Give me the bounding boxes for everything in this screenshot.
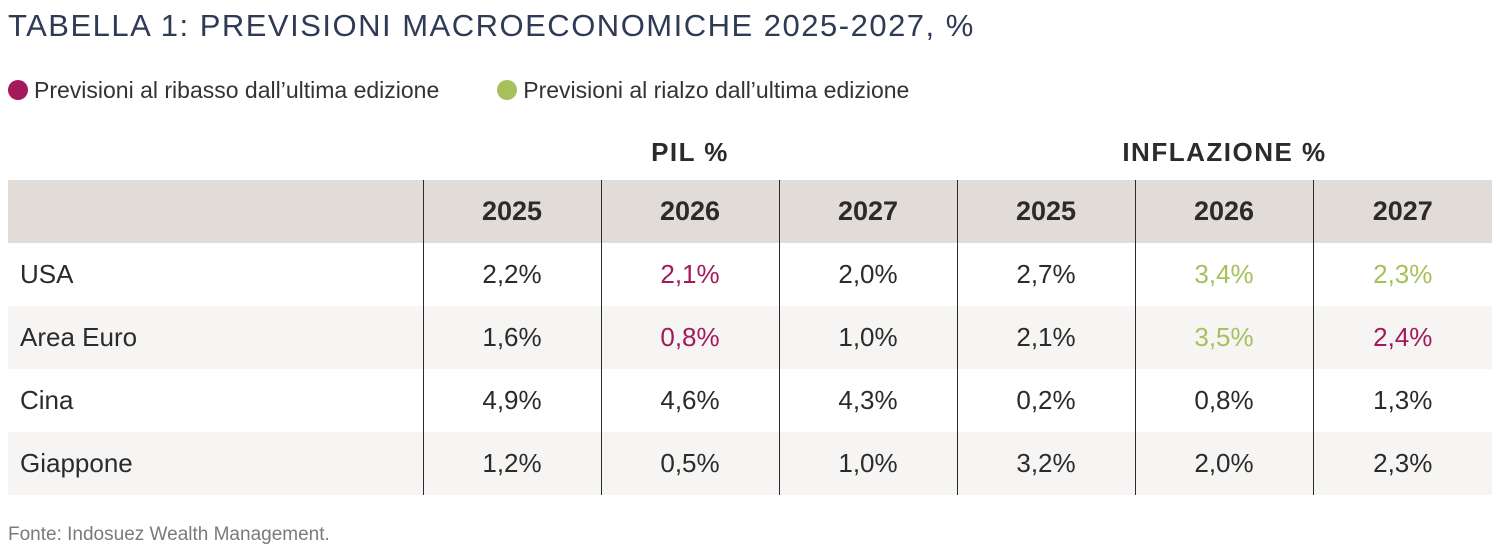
value-cell: 4,6% <box>600 369 779 432</box>
down-dot-icon <box>8 80 28 100</box>
legend-up-label: Previsioni al rialzo dall’ultima edizion… <box>523 76 910 103</box>
value-cell: 3,4% <box>1134 243 1313 306</box>
value-cell: 2,0% <box>1134 432 1313 495</box>
legend: Previsioni al ribasso dall’ultima edizio… <box>8 76 967 104</box>
table-row: Area Euro 1,6% 0,8% 1,0% 2,1% 3,5% 2,4% <box>8 306 1492 369</box>
country-label: Giappone <box>20 448 133 478</box>
value-cell: 2,2% <box>422 243 601 306</box>
value-cell: 2,4% <box>1312 306 1492 369</box>
value-cell: 2,0% <box>778 243 957 306</box>
year-header: 2025 <box>956 180 1135 243</box>
header-row: 2025 2026 2027 2025 2026 2027 <box>8 180 1492 243</box>
value-cell: 1,3% <box>1312 369 1492 432</box>
value-cell: 0,8% <box>1134 369 1313 432</box>
value-cell: 3,5% <box>1134 306 1313 369</box>
value-cell: 2,7% <box>956 243 1135 306</box>
legend-down-label: Previsioni al ribasso dall’ultima edizio… <box>34 76 440 103</box>
table-row: Cina 4,9% 4,6% 4,3% 0,2% 0,8% 1,3% <box>8 369 1492 432</box>
forecast-table: 2025 2026 2027 2025 2026 2027 USA 2,2% 2… <box>8 180 1492 495</box>
year-header: 2025 <box>422 180 601 243</box>
header-corner <box>8 180 423 243</box>
value-cell: 1,2% <box>422 432 601 495</box>
legend-item-down: Previsioni al ribasso dall’ultima edizio… <box>8 77 439 104</box>
year-header: 2027 <box>1312 180 1492 243</box>
value-cell: 4,3% <box>778 369 957 432</box>
table-row: USA 2,2% 2,1% 2,0% 2,7% 3,4% 2,3% <box>8 243 1492 306</box>
year-header: 2026 <box>600 180 779 243</box>
value-cell: 0,5% <box>600 432 779 495</box>
value-cell: 0,8% <box>600 306 779 369</box>
legend-item-up: Previsioni al rialzo dall’ultima edizion… <box>497 77 909 104</box>
value-cell: 2,1% <box>956 306 1135 369</box>
group-header-pil: PIL % <box>651 137 729 167</box>
country-label: Cina <box>20 385 74 415</box>
value-cell: 3,2% <box>956 432 1135 495</box>
year-header: 2027 <box>778 180 957 243</box>
value-cell: 1,0% <box>778 432 957 495</box>
value-cell: 2,3% <box>1312 432 1492 495</box>
value-cell: 2,1% <box>600 243 779 306</box>
country-label: Area Euro <box>20 322 138 352</box>
value-cell: 1,6% <box>422 306 601 369</box>
source-note: Fonte: Indosuez Wealth Management. <box>8 524 330 545</box>
value-cell: 4,9% <box>422 369 601 432</box>
value-cell: 1,0% <box>778 306 957 369</box>
table-title: TABELLA 1: PREVISIONI MACROECONOMICHE 20… <box>8 8 975 43</box>
group-header-inflazione: INFLAZIONE % <box>1122 137 1327 167</box>
up-dot-icon <box>497 80 518 100</box>
year-header: 2026 <box>1134 180 1313 243</box>
value-cell: 2,3% <box>1312 243 1492 306</box>
country-label: USA <box>20 259 74 289</box>
table-row: Giappone 1,2% 0,5% 1,0% 3,2% 2,0% 2,3% <box>8 432 1492 495</box>
value-cell: 0,2% <box>956 369 1135 432</box>
